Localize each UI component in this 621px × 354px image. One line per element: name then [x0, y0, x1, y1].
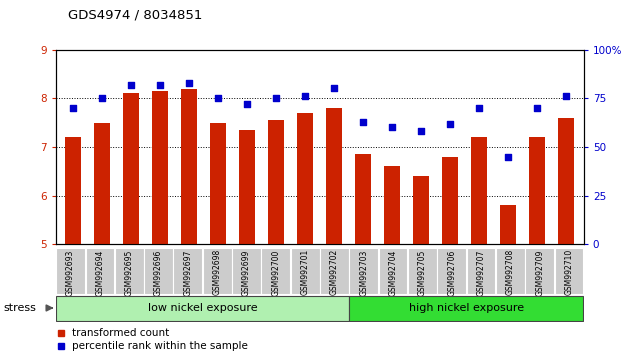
Text: GSM992703: GSM992703: [360, 249, 368, 296]
Bar: [327, 108, 342, 244]
Bar: [144, 248, 173, 294]
Text: GSM992702: GSM992702: [330, 249, 339, 296]
Point: [271, 95, 281, 101]
Bar: [173, 248, 202, 294]
Bar: [261, 248, 290, 294]
Text: GDS4974 / 8034851: GDS4974 / 8034851: [68, 9, 202, 22]
Bar: [442, 156, 458, 244]
Point: [358, 119, 368, 125]
Text: low nickel exposure: low nickel exposure: [148, 303, 257, 313]
Point: [532, 105, 542, 111]
Bar: [320, 248, 349, 294]
Bar: [496, 248, 525, 294]
Text: high nickel exposure: high nickel exposure: [409, 303, 524, 313]
Text: GSM992707: GSM992707: [476, 249, 486, 296]
Text: stress: stress: [3, 303, 36, 313]
Bar: [211, 122, 226, 244]
Text: GSM992709: GSM992709: [535, 249, 544, 296]
Bar: [94, 122, 111, 244]
Bar: [384, 166, 401, 244]
Bar: [124, 93, 139, 244]
Point: [184, 80, 194, 85]
Text: GSM992700: GSM992700: [271, 249, 280, 296]
Bar: [408, 248, 437, 294]
Bar: [501, 205, 516, 244]
Point: [329, 86, 339, 91]
Text: GSM992697: GSM992697: [183, 249, 193, 296]
Text: GSM992704: GSM992704: [389, 249, 397, 296]
Point: [474, 105, 484, 111]
Point: [97, 95, 107, 101]
Bar: [115, 248, 143, 294]
Text: GSM992710: GSM992710: [564, 249, 574, 296]
Bar: [355, 154, 371, 244]
Text: transformed count: transformed count: [71, 328, 169, 338]
Point: [214, 95, 224, 101]
Text: GSM992696: GSM992696: [154, 249, 163, 296]
Bar: [239, 130, 255, 244]
Text: GSM992698: GSM992698: [212, 249, 222, 296]
Bar: [56, 296, 349, 321]
Bar: [56, 248, 85, 294]
Point: [388, 125, 397, 130]
Bar: [414, 176, 429, 244]
Text: GSM992699: GSM992699: [242, 249, 251, 296]
Bar: [297, 113, 313, 244]
Bar: [350, 296, 584, 321]
Bar: [350, 248, 378, 294]
Bar: [471, 137, 487, 244]
Bar: [86, 248, 114, 294]
Text: percentile rank within the sample: percentile rank within the sample: [71, 341, 248, 352]
Bar: [437, 248, 466, 294]
Bar: [291, 248, 320, 294]
Bar: [65, 137, 81, 244]
Point: [126, 82, 136, 87]
Text: GSM992706: GSM992706: [447, 249, 456, 296]
Bar: [467, 248, 496, 294]
Text: GSM992701: GSM992701: [301, 249, 310, 296]
Bar: [232, 248, 261, 294]
Text: GSM992708: GSM992708: [506, 249, 515, 296]
Point: [445, 121, 455, 126]
Bar: [268, 120, 284, 244]
Bar: [529, 137, 545, 244]
Text: GSM992695: GSM992695: [125, 249, 134, 296]
Text: GSM992693: GSM992693: [66, 249, 75, 296]
Point: [242, 101, 252, 107]
Bar: [555, 248, 584, 294]
Bar: [525, 248, 554, 294]
Text: GSM992705: GSM992705: [418, 249, 427, 296]
Bar: [558, 118, 574, 244]
Bar: [152, 91, 168, 244]
Point: [301, 93, 310, 99]
Point: [68, 105, 78, 111]
Point: [561, 93, 571, 99]
Bar: [203, 248, 232, 294]
Text: GSM992694: GSM992694: [96, 249, 104, 296]
Bar: [181, 88, 197, 244]
Point: [155, 82, 165, 87]
Point: [416, 129, 426, 134]
Point: [504, 154, 514, 159]
Bar: [379, 248, 407, 294]
